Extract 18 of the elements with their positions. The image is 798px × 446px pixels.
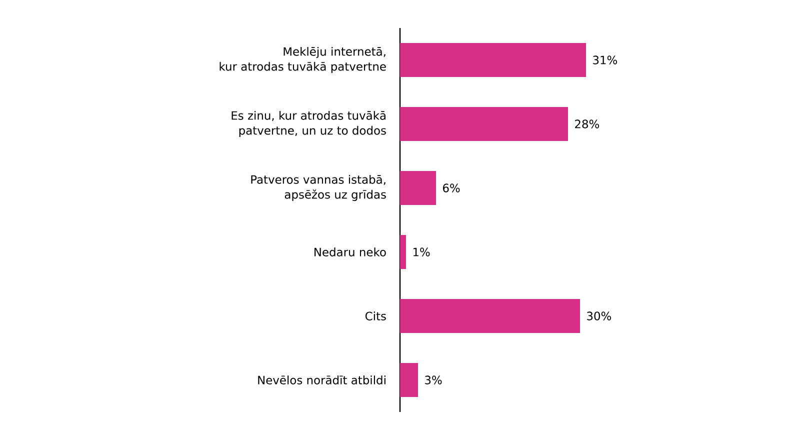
data-label: 28%	[575, 120, 600, 128]
y-tick-label: Patveros vannas istabā, apsēžos uz grīdas	[251, 174, 386, 201]
y-tick-label: Cits	[365, 312, 386, 320]
y-tick-label: Meklēju internetā, kur atrodas tuvākā patvertne	[220, 46, 386, 73]
y-tick-label: Es zinu, kur atrodas tuvākā patvertne, un uz to dodos	[232, 110, 386, 137]
y-tick-label: Nedaru neko	[314, 248, 386, 256]
bar	[400, 362, 418, 397]
data-label: 1%	[413, 248, 430, 256]
data-label: 3%	[425, 376, 442, 384]
bar	[400, 298, 580, 333]
bar	[400, 234, 406, 269]
data-label: 31%	[593, 56, 618, 64]
data-label: 30%	[587, 312, 612, 320]
bar	[400, 170, 436, 205]
bar	[400, 106, 568, 141]
bar	[400, 42, 586, 77]
y-tick-label: Nevēlos norādīt atbildi	[258, 376, 386, 384]
data-label: 6%	[443, 184, 460, 192]
